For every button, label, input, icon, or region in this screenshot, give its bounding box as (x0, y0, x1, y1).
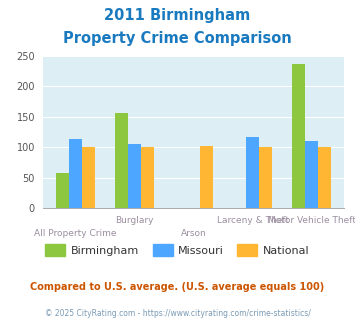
Bar (200, 146, 213, 208)
Text: Larceny & Theft: Larceny & Theft (217, 216, 289, 225)
Text: Property Crime Comparison: Property Crime Comparison (63, 31, 292, 46)
Legend: Birmingham, Missouri, National: Birmingham, Missouri, National (41, 240, 314, 260)
Text: All Property Crime: All Property Crime (34, 229, 116, 238)
Bar (56, 173, 69, 208)
Bar (82, 147, 95, 208)
Bar (318, 147, 331, 208)
Text: © 2025 CityRating.com - https://www.cityrating.com/crime-statistics/: © 2025 CityRating.com - https://www.city… (45, 309, 310, 317)
Bar (128, 144, 141, 208)
Text: Arson: Arson (181, 229, 206, 238)
Bar (115, 113, 128, 208)
Text: Burglary: Burglary (115, 216, 154, 225)
Text: 2011 Birmingham: 2011 Birmingham (104, 8, 251, 23)
Bar (305, 141, 318, 208)
Bar (259, 147, 272, 208)
Bar (292, 64, 305, 208)
Text: Compared to U.S. average. (U.S. average equals 100): Compared to U.S. average. (U.S. average … (31, 282, 324, 292)
Bar (141, 147, 154, 208)
Bar (246, 137, 259, 208)
Text: Motor Vehicle Theft: Motor Vehicle Theft (268, 216, 355, 225)
Bar (69, 139, 82, 208)
